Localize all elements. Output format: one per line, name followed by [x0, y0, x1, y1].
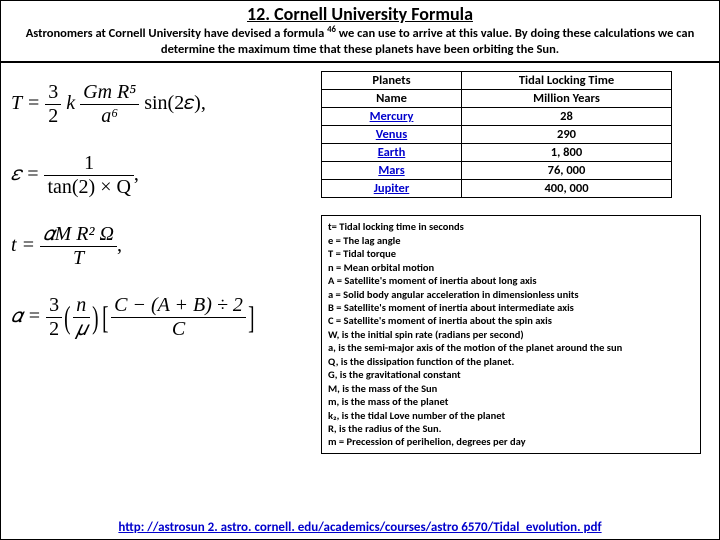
planet-value-cell: 1, 800 — [462, 144, 672, 162]
planet-name-cell[interactable]: Earth — [322, 144, 462, 162]
table-row: Earth1, 800 — [322, 144, 672, 162]
col-subheader: Name — [322, 90, 462, 108]
planet-name-cell[interactable]: Venus — [322, 126, 462, 144]
page-title: 12. Cornell University Formula — [9, 3, 711, 25]
planet-value-cell: 76, 000 — [462, 162, 672, 180]
legend-line: t= Tidal locking time in seconds — [328, 220, 694, 233]
legend-line: a, is the semi-major axis of the motion … — [328, 341, 694, 354]
planet-name-cell[interactable]: Mercury — [322, 108, 462, 126]
legend-line: B = Satellite's moment of inertia about … — [328, 301, 694, 314]
legend-box: t= Tidal locking time in secondse = The … — [321, 215, 701, 453]
footer: http: //astrosun 2. astro. cornell. edu/… — [1, 520, 719, 535]
table-subheader-row: Name Million Years — [322, 90, 672, 108]
planet-name-cell[interactable]: Mars — [322, 162, 462, 180]
legend-line: C = Satellite's moment of inertia about … — [328, 314, 694, 327]
formula-block: T = 32 k Gm R⁵a⁶ sin(2𝜀), 𝜀 = 1tan(2) × … — [11, 81, 291, 365]
legend-line: A = Satellite's moment of inertia about … — [328, 274, 694, 287]
source-link[interactable]: http: //astrosun 2. astro. cornell. edu/… — [118, 520, 601, 535]
table-header-row: Planets Tidal Locking Time — [322, 72, 672, 90]
header: 12. Cornell University Formula Astronome… — [1, 1, 719, 63]
col-header: Planets — [322, 72, 462, 90]
planet-value-cell: 400, 000 — [462, 180, 672, 198]
legend-line: n = Mean orbital motion — [328, 261, 694, 274]
legend-line: M, is the mass of the Sun — [328, 382, 694, 395]
col-header: Tidal Locking Time — [462, 72, 672, 90]
legend-line: k₂, is the tidal Love number of the plan… — [328, 409, 694, 422]
legend-line: a = Solid body angular acceleration in d… — [328, 288, 694, 301]
legend-line: G, is the gravitational constant — [328, 368, 694, 381]
formula-alpha: 𝛼 = 32(n𝜇)[C − (A + B) ÷ 2C] — [11, 294, 291, 341]
legend-line: Q, is the dissipation function of the pl… — [328, 355, 694, 368]
col-subheader: Million Years — [462, 90, 672, 108]
planet-name-cell[interactable]: Jupiter — [322, 180, 462, 198]
legend-line: R, is the radius of the Sun. — [328, 422, 694, 435]
table-row: Jupiter400, 000 — [322, 180, 672, 198]
legend-line: m = Precession of perihelion, degrees pe… — [328, 435, 694, 448]
table-row: Venus290 — [322, 126, 672, 144]
legend-line: T = Tidal torque — [328, 247, 694, 260]
formula-epsilon: 𝜀 = 1tan(2) × Q, — [11, 152, 291, 199]
content-area: T = 32 k Gm R⁵a⁶ sin(2𝜀), 𝜀 = 1tan(2) × … — [1, 63, 719, 493]
legend-line: e = The lag angle — [328, 234, 694, 247]
legend-line: m, is the mass of the planet — [328, 395, 694, 408]
table-row: Mercury28 — [322, 108, 672, 126]
formula-time: t = 𝛼M R² ΩT, — [11, 223, 291, 270]
subtitle: Astronomers at Cornell University have d… — [9, 25, 711, 57]
table-row: Mars76, 000 — [322, 162, 672, 180]
planet-value-cell: 290 — [462, 126, 672, 144]
planets-table: Planets Tidal Locking Time Name Million … — [321, 71, 672, 198]
formula-torque: T = 32 k Gm R⁵a⁶ sin(2𝜀), — [11, 81, 291, 128]
legend-line: W, is the initial spin rate (radians per… — [328, 328, 694, 341]
planet-value-cell: 28 — [462, 108, 672, 126]
